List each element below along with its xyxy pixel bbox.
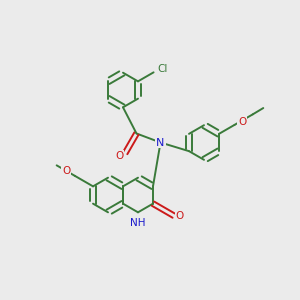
Text: O: O	[115, 151, 123, 161]
Text: NH: NH	[130, 218, 146, 228]
Text: O: O	[62, 166, 70, 176]
Text: N: N	[156, 137, 165, 148]
Text: Cl: Cl	[158, 64, 168, 74]
Text: O: O	[238, 117, 246, 127]
Text: O: O	[176, 211, 184, 221]
